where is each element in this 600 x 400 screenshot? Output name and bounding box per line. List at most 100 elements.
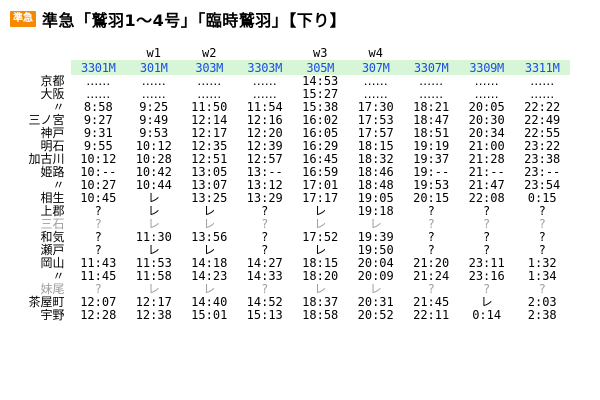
time-cell: ‥‥‥ bbox=[141, 74, 166, 88]
train-note: w2 bbox=[181, 46, 237, 60]
time-cell: 11:30 bbox=[135, 230, 172, 244]
time-cell: ? bbox=[261, 243, 269, 257]
timetable-body: 京都 ‥‥‥ ‥‥‥ ‥‥‥ ‥‥‥ 14:53 ‥‥‥ ‥‥‥ ‥‥‥ ‥‥‥ 大阪 ‥‥‥ ‥‥‥ ‥… bbox=[10, 75, 570, 322]
station-name: 三ノ宮 bbox=[28, 113, 65, 127]
time-cell: ? bbox=[261, 230, 269, 244]
table-row: 妹尾? レ レ? レ レ??? bbox=[10, 283, 570, 296]
time-cell: 18:58 bbox=[302, 308, 339, 322]
time-cell: レ bbox=[314, 282, 327, 296]
station-name: 姫路 bbox=[40, 165, 65, 179]
time-cell: 23:54 bbox=[524, 178, 561, 192]
time-cell: 21:-- bbox=[468, 165, 505, 179]
table-row: 三ノ宮 9:27 9:49 12:14 12:16 16:02 17:53 18:47 20:3… bbox=[10, 114, 570, 127]
table-row: 〃 10:27 10:44 13:07 13:12 17:01 18:48 19:53 21:4… bbox=[10, 179, 570, 192]
time-cell: 20:09 bbox=[357, 269, 394, 283]
time-cell: 0:15 bbox=[527, 191, 557, 205]
time-cell: 1:32 bbox=[527, 256, 557, 270]
table-row: 〃 8:58 9:25 11:50 11:54 15:38 17:30 18:21 20:05 2… bbox=[10, 101, 570, 114]
train-note: w4 bbox=[347, 46, 404, 60]
station-name: 上郡 bbox=[40, 204, 65, 218]
time-cell: レ bbox=[147, 191, 160, 205]
time-cell: ? bbox=[483, 230, 491, 244]
time-cell: 20:30 bbox=[468, 113, 505, 127]
page-title: 準急「鷲羽1～4号」「臨時鷲羽」【下り】 bbox=[42, 11, 347, 30]
time-cell: ? bbox=[427, 243, 435, 257]
station-name: 大阪 bbox=[40, 87, 65, 101]
time-cell: レ bbox=[314, 204, 327, 218]
table-row: 京都 ‥‥‥ ‥‥‥ ‥‥‥ ‥‥‥ 14:53 ‥‥‥ ‥‥‥ ‥‥‥ ‥‥‥ bbox=[10, 75, 570, 88]
corner-cell bbox=[10, 60, 71, 75]
table-row: 加古川 10:12 10:28 12:51 12:57 16:45 18:32 19:37 21… bbox=[10, 153, 570, 166]
time-cell: 9:53 bbox=[139, 126, 169, 140]
time-cell: 13:-- bbox=[246, 165, 283, 179]
time-cell: 21:20 bbox=[413, 256, 450, 270]
time-cell: 2:03 bbox=[527, 295, 557, 309]
time-cell: 19:-- bbox=[413, 165, 450, 179]
table-row: 上郡? レ レ? レ 19:18??? bbox=[10, 205, 570, 218]
time-cell: ? bbox=[483, 243, 491, 257]
train-note: w3 bbox=[292, 46, 348, 60]
time-cell: 11:50 bbox=[191, 100, 228, 114]
time-cell: 23:-- bbox=[524, 165, 561, 179]
train-note bbox=[70, 46, 127, 60]
time-cell: 14:23 bbox=[191, 269, 228, 283]
time-cell: 20:15 bbox=[413, 191, 450, 205]
station-name: 加古川 bbox=[28, 152, 65, 166]
train-note-row: w1 w2 w3 w4 bbox=[10, 46, 570, 60]
time-cell: 17:57 bbox=[357, 126, 394, 140]
time-cell: 21:24 bbox=[413, 269, 450, 283]
time-cell: 14:40 bbox=[191, 295, 228, 309]
train-number: 301M bbox=[126, 60, 182, 75]
train-note bbox=[514, 46, 570, 60]
time-cell: 14:27 bbox=[246, 256, 283, 270]
time-cell: 14:18 bbox=[191, 256, 228, 270]
time-cell: ‥‥‥ bbox=[86, 87, 111, 101]
train-number: 3311M bbox=[514, 60, 570, 75]
train-number: 3307M bbox=[403, 60, 459, 75]
time-cell: 15:27 bbox=[302, 87, 339, 101]
time-cell: ? bbox=[538, 217, 546, 231]
table-row: 〃 11:45 11:58 14:23 14:33 18:20 20:09 21:24 23:1… bbox=[10, 270, 570, 283]
time-cell: 21:28 bbox=[468, 152, 505, 166]
station-name: 〃 bbox=[52, 178, 65, 192]
table-row: 神戸 9:31 9:53 12:17 12:20 16:05 17:57 18:51 20:34… bbox=[10, 127, 570, 140]
time-cell: 12:07 bbox=[80, 295, 117, 309]
time-cell: ‥‥‥ bbox=[530, 87, 555, 101]
time-cell: 10:42 bbox=[135, 165, 172, 179]
train-number: 3309M bbox=[458, 60, 515, 75]
time-cell: 11:58 bbox=[135, 269, 172, 283]
time-cell: ‥‥‥ bbox=[419, 74, 444, 88]
time-cell: 13:29 bbox=[246, 191, 283, 205]
time-cell: 18:48 bbox=[357, 178, 394, 192]
time-cell: 22:55 bbox=[524, 126, 561, 140]
time-cell: ? bbox=[538, 230, 546, 244]
time-cell: 14:33 bbox=[246, 269, 283, 283]
station-name: 相生 bbox=[40, 191, 65, 205]
time-cell: 20:05 bbox=[468, 100, 505, 114]
time-cell: 20:04 bbox=[357, 256, 394, 270]
time-cell: 9:49 bbox=[139, 113, 169, 127]
time-cell: ? bbox=[538, 204, 546, 218]
time-cell: レ bbox=[203, 282, 216, 296]
time-cell: 22:49 bbox=[524, 113, 561, 127]
time-cell: レ bbox=[203, 204, 216, 218]
time-cell: 12:17 bbox=[135, 295, 172, 309]
time-cell: ? bbox=[427, 217, 435, 231]
time-cell: 15:13 bbox=[246, 308, 283, 322]
time-cell: 22:22 bbox=[524, 100, 561, 114]
station-name: 岡山 bbox=[40, 256, 65, 270]
time-cell: 13:07 bbox=[191, 178, 228, 192]
train-note: w1 bbox=[126, 46, 182, 60]
station-name: 三石 bbox=[40, 217, 65, 231]
time-cell: 17:30 bbox=[357, 100, 394, 114]
table-row: 茶屋町 12:07 12:17 14:40 14:52 18:37 20:31 21:45 レ 2… bbox=[10, 296, 570, 309]
table-row: 相生 10:45 レ 13:25 13:29 17:17 19:05 20:15 22:08 0:… bbox=[10, 192, 570, 205]
time-cell: ‥‥‥ bbox=[86, 74, 111, 88]
time-cell: 0:14 bbox=[472, 308, 502, 322]
station-name: 宇野 bbox=[40, 308, 65, 322]
time-cell: ‥‥‥ bbox=[363, 87, 388, 101]
time-cell: 8:58 bbox=[83, 100, 113, 114]
time-cell: 23:16 bbox=[468, 269, 505, 283]
station-name: 和気 bbox=[40, 230, 65, 244]
time-cell: 18:46 bbox=[357, 165, 394, 179]
